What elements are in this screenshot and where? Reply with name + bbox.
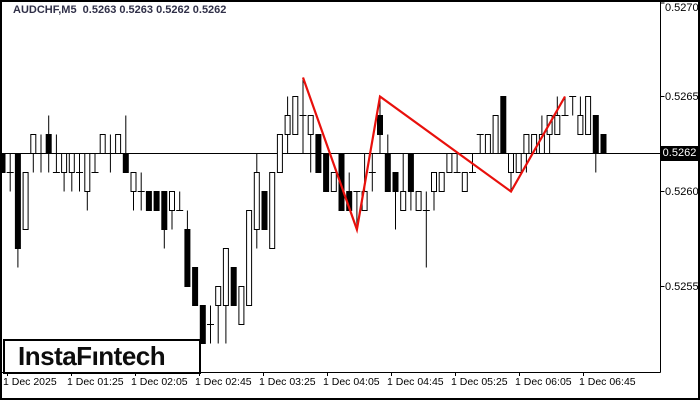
broker-logo-text: InstaFıntech [18, 341, 166, 371]
candle [207, 305, 214, 344]
candle [377, 96, 383, 154]
candle [76, 153, 83, 192]
current-price-badge: 0.5262 [661, 146, 698, 161]
time-axis-label: 1 Dec 06:45 [579, 376, 636, 388]
candle [153, 191, 160, 211]
candle [91, 153, 99, 173]
time-axis-label: 1 Dec 04:45 [387, 376, 444, 388]
candle [246, 210, 253, 306]
candle [68, 153, 75, 192]
time-axis-label: 1 Dec 05:25 [451, 376, 508, 388]
candle [161, 191, 168, 249]
candle [145, 191, 152, 211]
candle [115, 134, 122, 154]
candle [323, 153, 330, 192]
candle [199, 305, 206, 344]
candle [585, 96, 592, 135]
symbol-title: AUDCHF,M5 0.5263 0.5263 0.5262 0.5262 [13, 4, 227, 16]
candle [422, 191, 430, 268]
candle [453, 153, 461, 173]
candle [415, 191, 422, 211]
candle [84, 153, 91, 211]
candle [253, 153, 260, 249]
candle [515, 153, 522, 173]
candle [230, 267, 237, 306]
candle [431, 172, 437, 211]
price-axis-label: 0.5260 [665, 185, 699, 198]
candle [14, 153, 21, 268]
candle [45, 115, 52, 173]
price-axis-label: 0.5270 [665, 2, 699, 14]
zigzag-line [301, 77, 566, 234]
candle [561, 96, 569, 116]
candle [122, 115, 129, 173]
time-axis-label: 1 Dec 02:45 [195, 376, 252, 388]
candle [368, 153, 376, 192]
time-axis-label: 1 Dec 06:05 [515, 376, 572, 388]
candle [30, 134, 37, 173]
candle [569, 96, 577, 116]
candle [384, 134, 391, 192]
time-axis-label: 1 Dec 04:05 [323, 376, 380, 388]
price-axis-label: 0.5265 [665, 90, 699, 103]
candle [169, 191, 175, 230]
candle [438, 172, 445, 192]
candle [99, 134, 106, 154]
candle [330, 172, 337, 192]
price-axis-label: 0.5255 [665, 280, 699, 293]
candle [238, 286, 245, 325]
candle [554, 96, 561, 135]
broker-logo: InstaFıntech [3, 339, 201, 374]
candle [215, 286, 222, 344]
time-axis-label: 1 Dec 2025 [3, 376, 57, 388]
candle [538, 115, 545, 154]
candle [184, 210, 191, 287]
candle [315, 134, 322, 173]
candle [137, 172, 145, 211]
candle [61, 153, 68, 192]
candle [176, 191, 184, 211]
candle [446, 153, 453, 173]
candle [592, 115, 599, 173]
candle [37, 134, 45, 173]
candle [0, 153, 6, 173]
candle [276, 134, 283, 173]
candle [392, 172, 399, 230]
candle [106, 134, 114, 173]
candle [261, 191, 268, 230]
candle [130, 172, 137, 211]
candle [292, 96, 299, 135]
time-axis-label: 1 Dec 01:25 [67, 376, 124, 388]
candle [577, 96, 584, 135]
candle [269, 172, 276, 249]
candle [461, 172, 468, 192]
candle [22, 172, 29, 230]
candle [6, 153, 14, 192]
candle [476, 134, 484, 154]
time-axis-label: 1 Dec 02:05 [131, 376, 188, 388]
candle [400, 153, 407, 211]
candle [484, 134, 491, 154]
candle [222, 248, 229, 344]
candle [492, 115, 499, 154]
time-axis-label: 1 Dec 03:25 [259, 376, 316, 388]
candle [600, 134, 607, 154]
candle [192, 267, 199, 306]
candle [508, 153, 514, 192]
candle [500, 96, 507, 154]
candle [407, 153, 414, 211]
candle [284, 96, 291, 154]
candle [52, 134, 60, 173]
candle [299, 77, 307, 154]
candle [307, 115, 314, 173]
